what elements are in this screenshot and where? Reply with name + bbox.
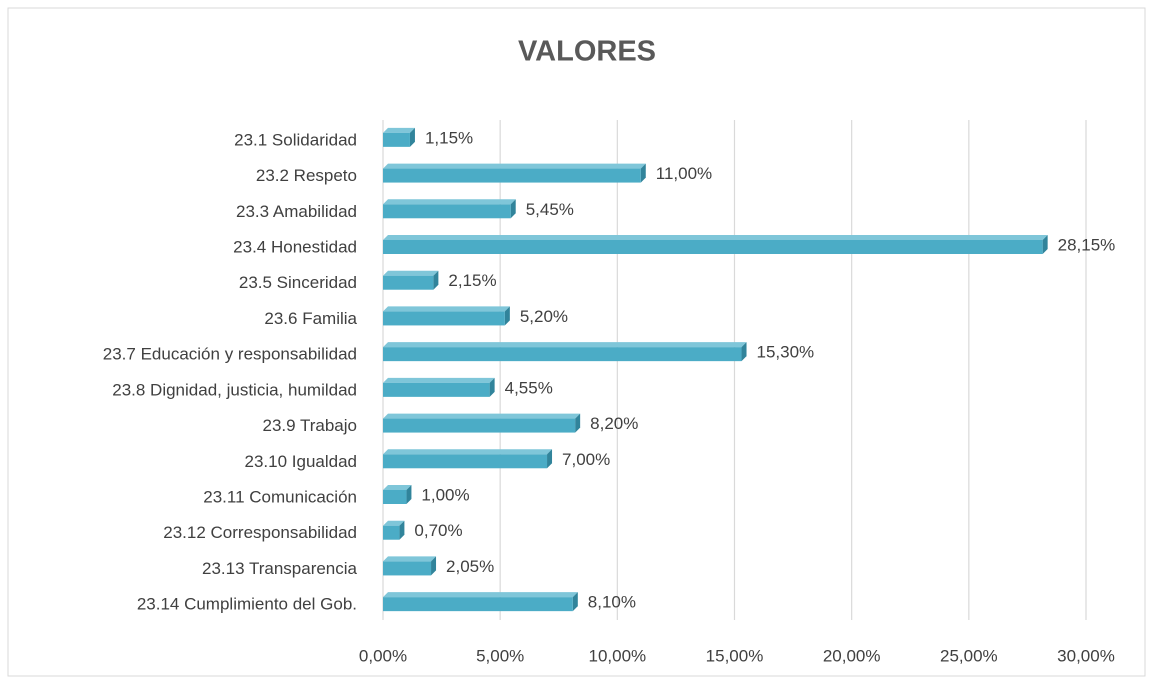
x-tick-label: 5,00% xyxy=(476,646,524,665)
bar-top xyxy=(383,306,510,312)
data-label: 5,20% xyxy=(520,307,568,326)
bar-side xyxy=(547,449,553,469)
bar xyxy=(383,240,1043,254)
y-tick-label: 23.2 Respeto xyxy=(256,166,357,185)
bar-side xyxy=(510,199,516,219)
bar-side xyxy=(640,163,646,183)
x-tick-label: 15,00% xyxy=(706,646,764,665)
bar-side xyxy=(504,306,510,326)
bar-top xyxy=(383,485,412,490)
y-tick-label: 23.5 Sinceridad xyxy=(239,273,357,292)
data-label: 0,70% xyxy=(414,521,462,540)
bar-top xyxy=(383,377,495,383)
bar-side xyxy=(399,520,405,540)
bar-side xyxy=(741,342,747,362)
bar xyxy=(383,347,742,362)
data-label: 5,45% xyxy=(526,200,574,219)
x-tick-label: 20,00% xyxy=(823,646,881,665)
data-label: 11,00% xyxy=(656,164,712,183)
bar-top xyxy=(383,199,516,205)
y-tick-label: 23.12 Corresponsabilidad xyxy=(163,523,357,542)
x-tick-label: 0,00% xyxy=(359,646,407,665)
data-label: 4,55% xyxy=(505,378,553,397)
bar xyxy=(383,132,410,147)
bar xyxy=(383,561,432,576)
y-tick-label: 23.7 Educación y responsabilidad xyxy=(103,345,357,364)
bar-side xyxy=(489,377,495,397)
data-label: 7,00% xyxy=(562,450,610,469)
data-label: 2,15% xyxy=(448,271,496,290)
data-label: 28,15% xyxy=(1058,235,1116,254)
data-label: 8,10% xyxy=(588,593,636,612)
bar-side xyxy=(409,127,415,147)
bar-side xyxy=(572,592,578,612)
data-label: 15,30% xyxy=(757,343,815,362)
bar-top xyxy=(383,520,405,526)
y-tick-label: 23.3 Amabilidad xyxy=(236,202,357,221)
bar xyxy=(383,311,505,326)
bar-top xyxy=(383,163,646,169)
x-tick-label: 25,00% xyxy=(940,646,998,665)
y-tick-label: 23.13 Transparencia xyxy=(202,559,358,578)
bar-top xyxy=(383,235,1048,240)
chart-title: VALORES xyxy=(518,36,656,68)
bar-side xyxy=(1042,235,1048,254)
bar xyxy=(383,168,641,183)
bar xyxy=(383,490,407,504)
bar-top xyxy=(383,127,415,133)
y-tick-label: 23.9 Trabajo xyxy=(262,416,357,435)
y-tick-label: 23.6 Familia xyxy=(264,309,357,328)
bar-side xyxy=(431,556,437,576)
x-tick-label: 30,00% xyxy=(1057,646,1115,665)
chart-border xyxy=(7,7,1146,677)
bar xyxy=(383,204,511,219)
bar-side xyxy=(575,413,581,433)
y-tick-label: 23.4 Honestidad xyxy=(233,237,357,256)
y-tick-label: 23.8 Dignidad, justicia, humildad xyxy=(112,380,357,399)
bar xyxy=(383,525,400,540)
bar-top xyxy=(383,342,747,348)
bar-side xyxy=(433,270,439,290)
bar-top xyxy=(383,449,553,455)
bar-side xyxy=(406,485,412,504)
bar-top xyxy=(383,556,437,562)
y-tick-label: 23.1 Solidaridad xyxy=(234,130,357,149)
y-tick-label: 23.11 Comunicación xyxy=(203,487,357,506)
y-tick-label: 23.10 Igualdad xyxy=(245,452,358,471)
bar xyxy=(383,454,548,469)
x-tick-label: 10,00% xyxy=(588,646,646,665)
bar xyxy=(383,418,576,433)
bar xyxy=(383,275,434,290)
data-label: 1,00% xyxy=(421,485,469,504)
bar-top xyxy=(383,270,439,276)
data-label: 1,15% xyxy=(425,128,473,147)
y-tick-label: 23.14 Cumplimiento del Gob. xyxy=(137,595,357,614)
bar xyxy=(383,597,573,612)
bar-top xyxy=(383,592,578,598)
data-label: 8,20% xyxy=(590,414,638,433)
bar xyxy=(383,382,490,397)
data-label: 2,05% xyxy=(446,557,494,576)
bar-top xyxy=(383,413,581,419)
